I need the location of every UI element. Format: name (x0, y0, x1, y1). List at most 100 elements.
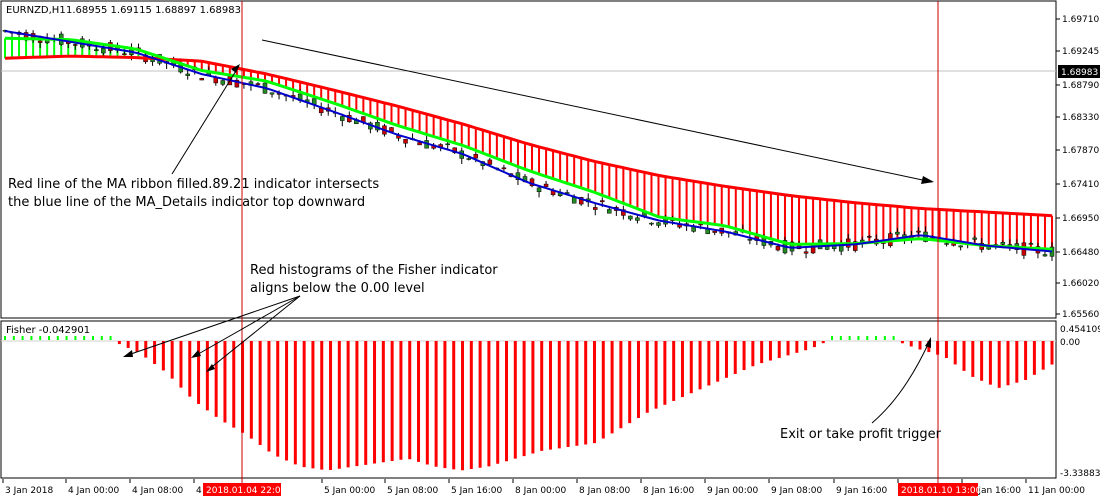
candle-body (607, 209, 612, 214)
time-tick-label: 9 Jan 16:00 (836, 486, 888, 496)
fisher-panel-frame (0, 320, 1057, 479)
candle-body (501, 167, 507, 170)
time-tick-label: 9 Jan 00:00 (707, 486, 759, 496)
price-tick-label: 1.67410 (1062, 180, 1099, 190)
candle-body (944, 243, 949, 245)
price-tick-label: 1.66020 (1062, 279, 1099, 289)
candle-body (656, 222, 661, 226)
entry-pointer-line (171, 65, 240, 175)
current-price-label: 1.68983 (1061, 68, 1098, 78)
candle-body (536, 187, 542, 193)
candle-body (593, 207, 598, 210)
exit-annotation: Exit or take profit trigger (780, 427, 942, 442)
candle-body (417, 142, 422, 146)
fisher-axis-zero: 0.00 (1060, 338, 1080, 348)
time-tick-label: 11 Jan 00:00 (1028, 486, 1085, 496)
ohlc-values: 1.68955 1.69115 1.68897 1.68983 (66, 5, 241, 16)
price-tick-label: 1.68790 (1062, 81, 1099, 91)
candle-body (543, 183, 549, 187)
candle-body (466, 158, 472, 160)
candle-body (403, 139, 408, 144)
candle-body (852, 241, 858, 251)
fisher-label: Fisher -0.042901 (6, 325, 90, 336)
fisher-pointer-head-1 (123, 350, 133, 357)
candle-body (185, 73, 190, 76)
candle-body (255, 83, 261, 85)
price-tick-label: 1.65560 (1062, 310, 1099, 320)
candle-body (712, 230, 717, 233)
time-marker-left-bg (203, 483, 281, 496)
price-tick-label: 1.66950 (1062, 214, 1099, 224)
candle-body (220, 80, 226, 85)
time-marker-right: 2018.01.10 13:00 (901, 486, 982, 496)
candle-body (269, 92, 275, 95)
candle-body (621, 209, 626, 216)
price-tick-label: 1.66480 (1062, 248, 1099, 258)
candle-body (1000, 242, 1006, 245)
candle-body (122, 53, 127, 55)
candle-body (578, 197, 584, 205)
time-tick-label: 3 Jan 2018 (5, 486, 53, 496)
fisher-pointer-head-2 (191, 350, 201, 358)
time-tick-label: 4 (196, 486, 202, 496)
candle-body (600, 200, 605, 203)
candle-body (487, 159, 493, 165)
candle-body (1042, 254, 1048, 257)
time-marker-right-bg (898, 483, 978, 496)
candle-body (895, 231, 900, 235)
main-chart-frame (0, 0, 1057, 319)
candle-body (635, 217, 640, 221)
fisher-pointer-head-3 (206, 364, 215, 372)
time-tick-label: 5 Jan 16:00 (451, 486, 503, 496)
fisher-histogram (4, 336, 1054, 471)
candle-body (73, 44, 78, 46)
time-tick-label: 5 Jan 08:00 (387, 486, 439, 496)
time-tick-label: 9 Jan 08:00 (771, 486, 823, 496)
trend-arrow-line (261, 39, 933, 183)
time-tick-label: 8 Jan 00:00 (515, 486, 567, 496)
candle-body (705, 228, 710, 234)
time-tick-label: 8 Jan 08:00 (579, 486, 631, 496)
fisher-annotation-line2: aligns below the 0.00 level (250, 281, 425, 296)
exit-pointer-curve (871, 339, 931, 424)
candle-body (649, 222, 654, 225)
candle-body (958, 245, 963, 248)
candle-body (867, 236, 872, 238)
time-tick-label: 4 Jan 08:00 (132, 486, 184, 496)
fisher-annotation-line1: Red histograms of the Fisher indicator (250, 263, 498, 278)
fisher-pointer-3 (207, 295, 301, 371)
candle-body (775, 246, 781, 251)
fisher-pointer-2 (192, 295, 301, 358)
entry-annotation-line2: the blue line of the MA_Details indicato… (8, 195, 365, 210)
fisher-axis-bottom: -3.338836 (1060, 469, 1100, 479)
candle-body (628, 215, 633, 220)
current-price-tag (1058, 65, 1100, 78)
time-tick-label: 4 Jan 00:00 (68, 486, 120, 496)
symbol-timeframe: EURNZD,H1 (6, 5, 66, 16)
time-marker-left: 2018.01.04 22:00 (206, 486, 287, 496)
fisher-axis-top: 0.454109 (1060, 325, 1100, 335)
trend-arrow-head (921, 176, 934, 184)
candle-body (916, 230, 921, 233)
price-tick-label: 1.69245 (1062, 47, 1099, 57)
ma-ribbon-red-line (4, 54, 1053, 218)
time-tick-label: 10 Jan 16:00 (964, 486, 1021, 496)
entry-annotation-line1: Red line of the MA ribbon filled.89.21 i… (8, 177, 379, 192)
candle-body (234, 79, 240, 88)
exit-pointer-head (925, 337, 931, 348)
candle-body (37, 40, 43, 43)
entry-pointer-head (231, 64, 240, 73)
candle-body (747, 238, 753, 241)
candle-body (340, 116, 345, 121)
candle-body (94, 49, 99, 51)
ma-details-blue-line (4, 30, 1053, 253)
candle-body (445, 143, 450, 146)
time-tick-label: 8 Jan 16:00 (643, 486, 695, 496)
price-tick-label: 1.69710 (1062, 15, 1099, 25)
price-tick-label: 1.67870 (1062, 146, 1099, 156)
time-tick-label: 5 Jan 00:00 (324, 486, 376, 496)
fisher-pointer-1 (124, 295, 301, 357)
price-axis: 1.69710 1.69245 1.68790 1.68330 1.67870 1.674… (1056, 15, 1099, 320)
candle-body (1028, 243, 1034, 245)
